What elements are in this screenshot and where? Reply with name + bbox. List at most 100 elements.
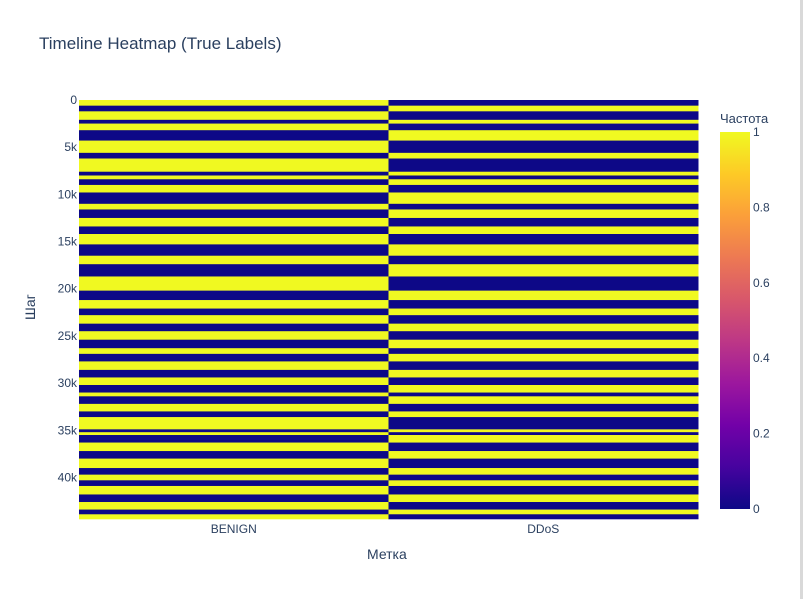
heatmap-cell	[79, 179, 389, 186]
heatmap-cell	[79, 384, 389, 393]
heatmap-cell	[388, 384, 699, 393]
heatmap-cell	[388, 276, 699, 291]
colorbar-tick-label: 0.6	[753, 276, 770, 290]
heatmap-cell	[79, 502, 389, 510]
heatmap-cell	[388, 123, 699, 131]
x-tick-label: BENIGN	[211, 522, 257, 536]
heatmap-cells	[79, 100, 699, 520]
heatmap-cell	[79, 140, 389, 154]
heatmap-cell	[79, 111, 389, 121]
heatmap-cell	[79, 209, 389, 219]
heatmap-cell	[79, 244, 389, 257]
heatmap-cell	[388, 417, 699, 430]
heatmap-cell	[388, 435, 699, 443]
colorbar-tick-label: 1	[753, 125, 760, 139]
heatmap-cell	[388, 442, 699, 452]
heatmap-cell	[388, 396, 699, 405]
heatmap-cell	[388, 323, 699, 332]
heatmap-cell	[388, 468, 699, 475]
colorbar-tick-label: 0.8	[753, 200, 770, 214]
heatmap-cell	[388, 485, 699, 495]
colorbar	[720, 132, 750, 509]
heatmap-cell	[79, 429, 389, 433]
heatmap-cell	[388, 300, 699, 309]
heatmap-cell	[79, 315, 389, 324]
heatmap-cell	[79, 396, 389, 405]
heatmap-cell	[79, 442, 389, 452]
heatmap-cell	[388, 377, 699, 386]
heatmap-cell	[79, 451, 389, 459]
heatmap-cell	[388, 353, 699, 362]
heatmap-cell	[79, 171, 389, 176]
heatmap-cell	[388, 403, 699, 412]
window-edge	[800, 0, 803, 599]
heatmap-cell	[79, 377, 389, 386]
heatmap-cell	[388, 290, 699, 301]
heatmap-cell	[388, 130, 699, 141]
y-tick-label: 35k	[58, 423, 78, 437]
y-tick-label: 10k	[58, 187, 78, 201]
y-tick-label: 0	[70, 93, 77, 107]
heatmap-cell	[79, 308, 389, 316]
heatmap-cell	[79, 509, 389, 515]
heatmap-cell	[388, 244, 699, 257]
heatmap-cell	[79, 130, 389, 141]
heatmap-cell	[388, 158, 699, 173]
y-tick-label: 30k	[58, 376, 78, 390]
heatmap-cell	[388, 480, 699, 487]
heatmap-cell	[388, 234, 699, 245]
heatmap-cell	[388, 105, 699, 112]
x-tick-labels: BENIGN DDoS	[211, 522, 560, 536]
heatmap-cell	[79, 123, 389, 131]
heatmap-cell	[79, 264, 389, 277]
heatmap-cell	[79, 323, 389, 332]
heatmap-cell	[388, 203, 699, 210]
heatmap-cell	[79, 100, 389, 106]
heatmap-cell	[79, 158, 389, 173]
heatmap-cell	[79, 361, 389, 371]
heatmap-cell	[388, 192, 699, 205]
heatmap-cell	[388, 315, 699, 324]
heatmap-cell	[79, 152, 389, 159]
heatmap-cell	[388, 140, 699, 154]
y-tick-labels: 0 5k 10k 15k 20k 25k 30k 35k 40k	[58, 93, 78, 484]
y-tick-label: 40k	[58, 470, 78, 484]
heatmap-cell	[388, 502, 699, 510]
heatmap-cell	[79, 226, 389, 235]
heatmap-cell	[388, 175, 699, 180]
colorbar-title: Частота	[720, 111, 769, 126]
heatmap-cell	[79, 353, 389, 362]
heatmap-cell	[388, 432, 699, 436]
heatmap-cell	[79, 348, 389, 355]
heatmap-cell	[388, 451, 699, 459]
heatmap-cell	[388, 514, 699, 520]
heatmap-cell	[388, 184, 699, 193]
heatmap-cell	[79, 234, 389, 245]
y-tick-label: 15k	[58, 235, 78, 249]
colorbar-tick-label: 0.4	[753, 351, 770, 365]
heatmap-cell	[388, 429, 699, 433]
heatmap-cell	[79, 217, 389, 227]
heatmap-cell	[388, 226, 699, 235]
heatmap-cell	[79, 290, 389, 301]
heatmap-cell	[388, 111, 699, 121]
y-tick-label: 25k	[58, 329, 78, 343]
heatmap-cell	[388, 179, 699, 186]
heatmap-cell	[79, 331, 389, 340]
heatmap-cell	[79, 369, 389, 378]
heatmap-cell	[388, 100, 699, 106]
colorbar-tick-labels: 0 0.2 0.4 0.6 0.8 1	[753, 125, 770, 516]
heatmap-cell	[388, 119, 699, 124]
heatmap-cell	[388, 474, 699, 481]
heatmap-cell	[79, 435, 389, 443]
heatmap-cell	[79, 192, 389, 205]
heatmap-cell	[388, 209, 699, 219]
heatmap-cell	[388, 255, 699, 265]
heatmap-cell	[388, 361, 699, 371]
y-tick-label: 20k	[58, 282, 78, 296]
heatmap-cell	[79, 184, 389, 193]
heatmap-cell	[79, 105, 389, 112]
heatmap-cell	[388, 411, 699, 418]
heatmap-cell	[79, 494, 389, 503]
